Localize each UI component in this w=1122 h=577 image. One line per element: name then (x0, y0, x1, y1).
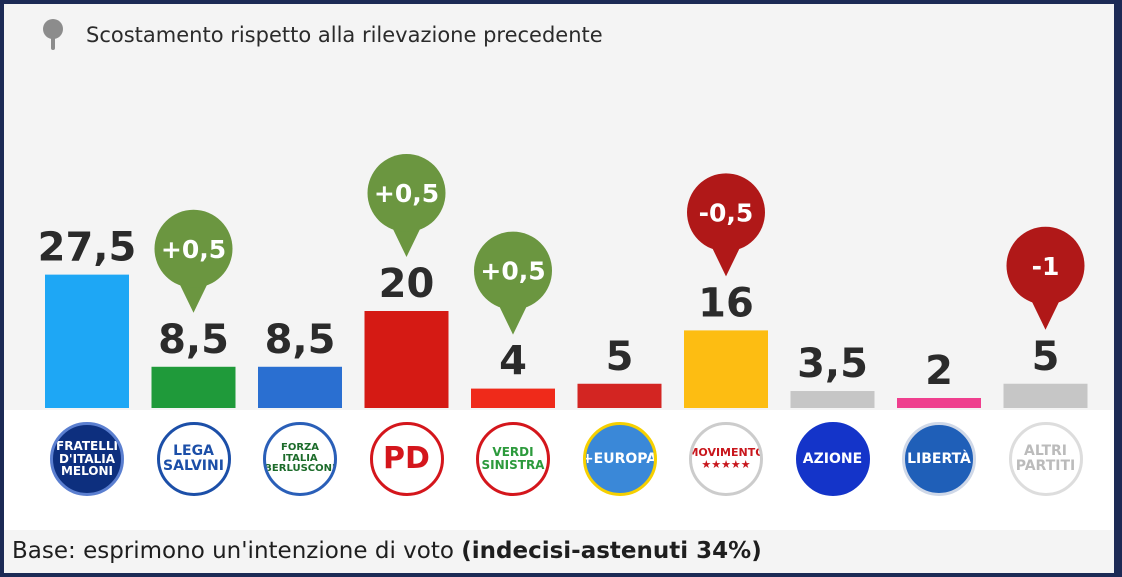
change-marker-1: +0,5 (154, 209, 233, 313)
change-marker-pointer (391, 226, 422, 257)
logo-text: VERDI (492, 445, 534, 460)
bar-value-label-4: 20 (379, 261, 435, 307)
logo-text: MOVIMENTO (689, 446, 763, 460)
change-value-label: -1 (1032, 252, 1060, 281)
logo-text: LEGA (173, 443, 214, 460)
bar-value-label-3: 8,5 (265, 317, 336, 363)
logo-text: FRATELLI (56, 439, 118, 454)
base-footnote: Base: esprimono un'intenzione di voto (i… (12, 538, 762, 564)
logo-text: +EUROPA (582, 450, 657, 467)
forza-italia-logo-icon: FORZA ITALIA BERLUSCONI (263, 422, 337, 496)
change-marker-bubble (154, 209, 233, 288)
logo-text: ★★★★★ (701, 458, 751, 471)
change-marker-4: -0,5 (687, 173, 765, 277)
change-marker-2: +0,5 (367, 154, 446, 257)
logo-text: PD (383, 441, 430, 477)
change-value-label: +0,5 (374, 179, 439, 208)
bar-6 (577, 383, 662, 408)
bar-value-label-1: 27,5 (38, 225, 137, 271)
logo-text: FORZA (280, 442, 320, 454)
change-value-label: +0,5 (161, 235, 226, 264)
logo-text: AZIONE (802, 450, 863, 467)
pin-marker-icon (43, 19, 63, 50)
logo-text: SINISTRA (481, 458, 545, 472)
bar-value-label-5: 4 (499, 339, 527, 385)
bar-8 (790, 391, 875, 408)
change-marker-5: -1 (1006, 226, 1085, 330)
legend: Scostamento rispetto alla rilevazione pr… (40, 18, 603, 52)
bar-value-label-7: 16 (698, 280, 754, 326)
bar-1 (45, 274, 129, 408)
bar-2 (151, 366, 236, 408)
fratelli-italia-logo-icon: FRATELLI D'ITALIA MELONI (50, 422, 124, 496)
bar-4 (364, 311, 449, 408)
change-marker-bubble (1006, 226, 1085, 305)
change-marker-bubble (687, 173, 765, 252)
bar-value-label-9: 2 (925, 348, 953, 394)
piu-europa-logo-icon: +EUROPA (582, 422, 657, 496)
bar-value-label-2: 8,5 (158, 317, 229, 363)
bar-3 (258, 366, 342, 408)
change-value-label: +0,5 (480, 257, 545, 286)
chart-panel: Scostamento rispetto alla rilevazione pr… (4, 4, 1114, 573)
change-marker-pointer (498, 303, 528, 335)
bar-value-label-8: 3,5 (797, 341, 868, 387)
bar-chart: 27,5 8,5 8,5 20 4 5 16 3,5 2 5 +0,5 +0,5 +0,5 -0,5 -1 (38, 154, 1088, 408)
bar-9 (897, 398, 981, 408)
change-marker-bubble (367, 154, 446, 232)
noi-moderati-logo-icon: LIBERTÀ (902, 422, 976, 496)
change-value-label: -0,5 (699, 198, 754, 227)
altri-partiti-logo-icon: ALTRI PARTITI (1008, 422, 1083, 496)
logo-text: ALTRI (1024, 443, 1067, 460)
base-undecided-note: (indecisi-astenuti 34%) (461, 538, 762, 564)
logo-text: MELONI (60, 464, 114, 479)
logo-text: ITALIA (282, 452, 318, 464)
bar-10 (1003, 383, 1088, 408)
bar-value-label-10: 5 (1032, 334, 1060, 380)
logo-text: PARTITI (1015, 458, 1076, 474)
legend-label: Scostamento rispetto alla rilevazione pr… (86, 23, 603, 47)
azione-logo-icon: AZIONE (795, 422, 870, 496)
pd-logo-icon: PD (369, 422, 444, 496)
change-marker-3: +0,5 (474, 231, 552, 335)
change-marker-bubble (474, 231, 552, 310)
logo-text: LIBERTÀ (907, 450, 971, 467)
change-marker-pointer (1030, 298, 1061, 330)
bar-7 (684, 330, 768, 408)
bar-5 (471, 388, 555, 408)
change-marker-pointer (178, 281, 209, 313)
lega-logo-icon: LEGA SALVINI (156, 422, 231, 496)
avs-logo-icon: VERDI SINISTRA (476, 422, 550, 496)
m5s-logo-icon: MOVIMENTO ★★★★★ (689, 422, 763, 496)
logo-text: D'ITALIA (58, 451, 116, 466)
base-text: Base: esprimono un'intenzione di voto (12, 538, 454, 564)
bar-value-label-6: 5 (606, 334, 634, 380)
party-logo-strip: FRATELLI D'ITALIA MELONI LEGA SALVINI FORZA IT… (4, 410, 1114, 530)
logo-text: BERLUSCONI (264, 463, 336, 475)
change-marker-pointer (711, 245, 741, 277)
logo-text: SALVINI (163, 458, 224, 474)
